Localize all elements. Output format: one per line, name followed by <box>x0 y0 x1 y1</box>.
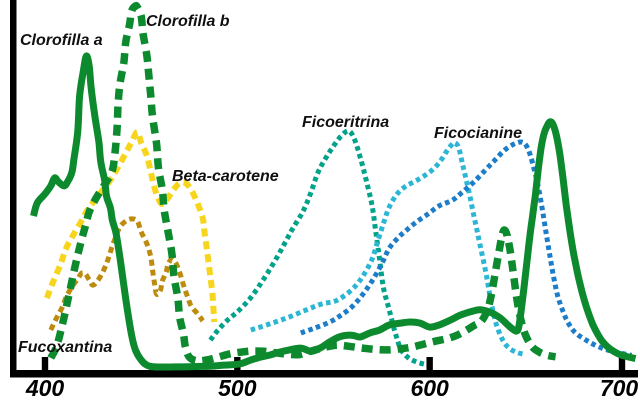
curve-clorofilla-b <box>47 1 557 365</box>
curve-fucoxantina <box>48 216 205 332</box>
label-beta-carotene: Beta-carotene <box>172 168 279 185</box>
x-tick-400 <box>41 357 49 370</box>
x-tick-label-400: 400 <box>25 375 65 400</box>
curve-beta-carotene <box>44 129 218 323</box>
curve-ficocianine-b <box>299 139 633 358</box>
label-fucoxantina: Fucoxantina <box>18 339 112 356</box>
y-axis-line <box>10 0 17 377</box>
x-tick-label-700: 700 <box>600 375 639 400</box>
label-ficocianine: Ficocianine <box>434 125 522 142</box>
curve-ficocianine-a <box>250 140 527 358</box>
x-tick-600 <box>426 357 433 370</box>
label-ficoeritrina: Ficoeritrina <box>302 114 389 131</box>
label-clorofilla-a: Clorofilla a <box>20 32 103 49</box>
x-tick-label-600: 600 <box>410 375 449 400</box>
label-clorofilla-b: Clorofilla b <box>146 13 230 30</box>
curve-clorofilla-a <box>30 52 637 371</box>
x-axis-line <box>10 370 638 378</box>
x-tick-label-500: 500 <box>218 375 257 400</box>
x-tick-700 <box>618 357 626 370</box>
curve-ficoeritrina <box>208 128 425 367</box>
